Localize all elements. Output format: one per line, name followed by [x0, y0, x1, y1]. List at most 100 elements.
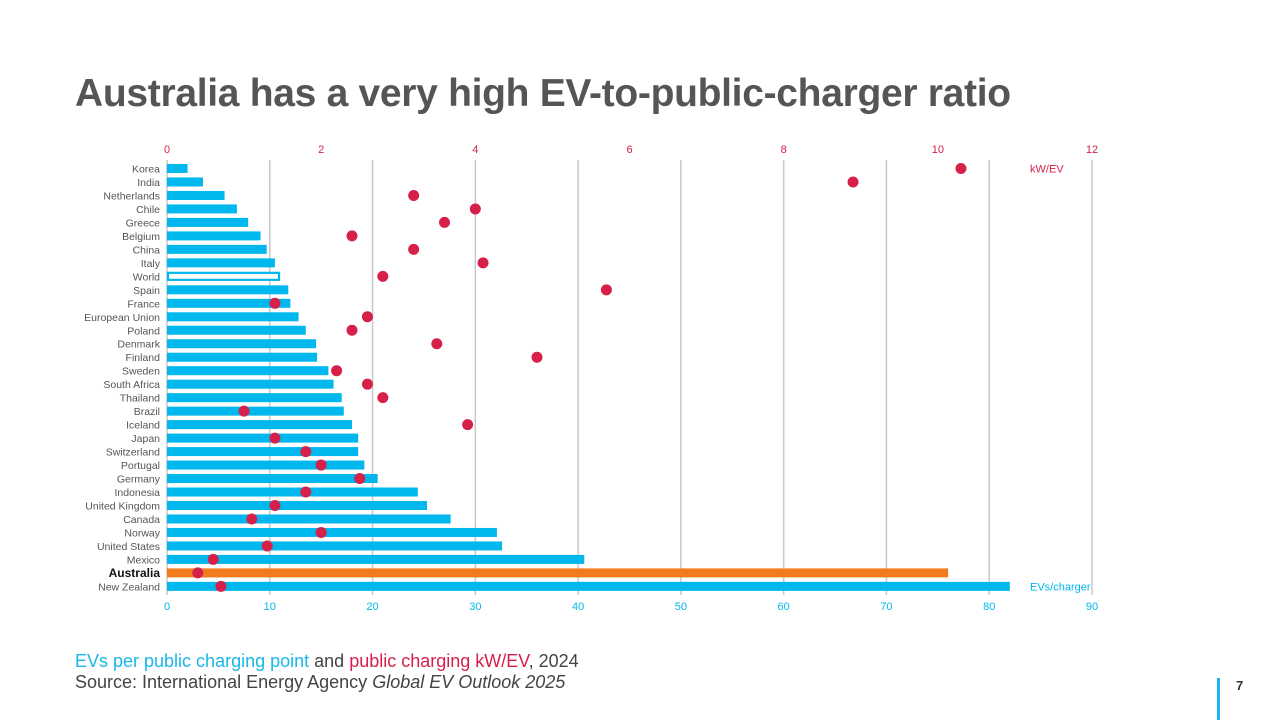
category-label: Australia: [109, 566, 161, 580]
bottom-tick-label: 90: [1086, 601, 1098, 613]
dot-united-kingdom: [269, 500, 281, 511]
category-label: Brazil: [134, 406, 160, 418]
source-line: Source: International Energy Agency Glob…: [75, 672, 565, 693]
category-label: China: [133, 244, 161, 256]
bar-italy: [167, 258, 275, 268]
bar-denmark: [167, 339, 317, 349]
category-label: Iceland: [126, 420, 160, 432]
series-label-evs: EVs/charger: [1030, 581, 1091, 593]
slide-title: Australia has a very high EV-to-public-c…: [75, 72, 1011, 115]
dot-spain: [600, 284, 612, 296]
dot-brazil: [238, 405, 250, 417]
chart-caption: EVs per public charging point and public…: [75, 650, 579, 672]
bar-netherlands: [167, 190, 225, 200]
category-label: Belgium: [122, 231, 160, 243]
category-label: France: [127, 298, 160, 310]
source-prefix: Source: International Energy Agency: [75, 672, 373, 692]
bottom-tick-label: 70: [880, 601, 892, 613]
dot-norway: [315, 526, 327, 538]
bar-china: [167, 244, 267, 254]
bar-sweden: [167, 366, 329, 376]
category-label: Canada: [123, 514, 160, 526]
page-number-rule: [1217, 678, 1220, 720]
category-label: Sweden: [122, 366, 160, 378]
caption-kw: public charging kW/EV: [349, 651, 529, 671]
dot-japan: [269, 432, 281, 444]
bottom-tick-label: 20: [366, 601, 378, 613]
bar-spain: [167, 285, 289, 295]
category-label: Switzerland: [106, 447, 160, 459]
bar-chile: [167, 204, 237, 214]
category-label: Greece: [126, 217, 161, 229]
labels: 0 10 20 30 40 50 60 70 80 900 2 4 6 8 10 12KoreaIndiaNe…: [84, 144, 1098, 613]
category-label: Thailand: [120, 393, 160, 405]
bottom-tick-label: 30: [469, 601, 481, 613]
dot-germany: [354, 473, 366, 485]
bar-korea: [167, 164, 188, 173]
category-label: India: [137, 177, 160, 189]
bar-united-kingdom: [167, 501, 428, 510]
dot-sweden: [331, 365, 343, 377]
source-title: Global EV Outlook 2025: [372, 672, 566, 692]
series-label-kw: kW/EV: [1030, 164, 1064, 176]
bar-south-africa: [167, 379, 334, 389]
bottom-tick-label: 60: [778, 601, 790, 613]
top-tick-label: 2: [318, 144, 324, 156]
dot-new-zealand: [215, 580, 227, 592]
category-label: Netherlands: [103, 190, 160, 202]
dots: [192, 163, 967, 592]
category-label: Finland: [126, 352, 161, 364]
bar-finland: [167, 352, 318, 362]
dot-greece: [439, 216, 450, 228]
category-label: Spain: [133, 285, 160, 297]
top-tick-label: 8: [781, 144, 787, 156]
caption-and: and: [309, 651, 350, 671]
dot-united-states: [261, 540, 273, 552]
category-label: Italy: [141, 258, 161, 270]
dot-world: [377, 270, 389, 282]
bottom-tick-label: 80: [983, 601, 995, 613]
bar-thailand: [167, 393, 342, 403]
category-label: Chile: [136, 204, 160, 216]
dot-korea: [955, 163, 967, 174]
dot-france: [269, 297, 281, 309]
bar-brazil: [167, 406, 344, 416]
dot-thailand: [377, 392, 389, 404]
bar-european-union: [167, 312, 299, 322]
dot-portugal: [315, 459, 327, 471]
top-tick-label: 12: [1086, 144, 1098, 156]
category-label: Poland: [127, 325, 160, 337]
top-tick-label: 10: [932, 144, 944, 156]
dot-belgium: [346, 230, 358, 242]
bar-belgium: [167, 231, 261, 241]
caption-year: , 2024: [528, 651, 579, 671]
category-label: Germany: [117, 474, 161, 486]
bar-new-zealand: [167, 581, 1010, 591]
category-label: United States: [97, 541, 160, 553]
bar-germany: [167, 474, 378, 484]
top-tick-label: 6: [626, 144, 632, 156]
top-tick-label: 0: [164, 144, 170, 156]
category-label: New Zealand: [98, 581, 160, 593]
ev-charger-chart: 0 10 20 30 40 50 60 70 80 900 2 4 6 8 10 12KoreaIndiaNe…: [84, 144, 1098, 613]
bottom-tick-label: 50: [675, 601, 687, 613]
bar-poland: [167, 325, 306, 335]
caption-evs: EVs per public charging point: [75, 651, 310, 671]
bar-switzerland: [167, 447, 359, 457]
dot-canada: [246, 513, 258, 525]
category-label: United Kingdom: [85, 501, 160, 513]
category-label: Denmark: [117, 339, 160, 351]
dot-indonesia: [300, 486, 312, 498]
dot-switzerland: [300, 446, 312, 458]
category-label: Indonesia: [114, 487, 160, 499]
bar-iceland: [167, 420, 352, 430]
bottom-tick-label: 40: [572, 601, 584, 613]
top-tick-label: 4: [472, 144, 478, 156]
dot-denmark: [431, 338, 443, 350]
category-label: South Africa: [103, 379, 160, 391]
bar-canada: [167, 514, 451, 524]
category-label: World: [133, 271, 160, 283]
dot-australia: [192, 567, 204, 579]
dot-china: [408, 243, 420, 255]
bar-australia: [167, 568, 949, 578]
